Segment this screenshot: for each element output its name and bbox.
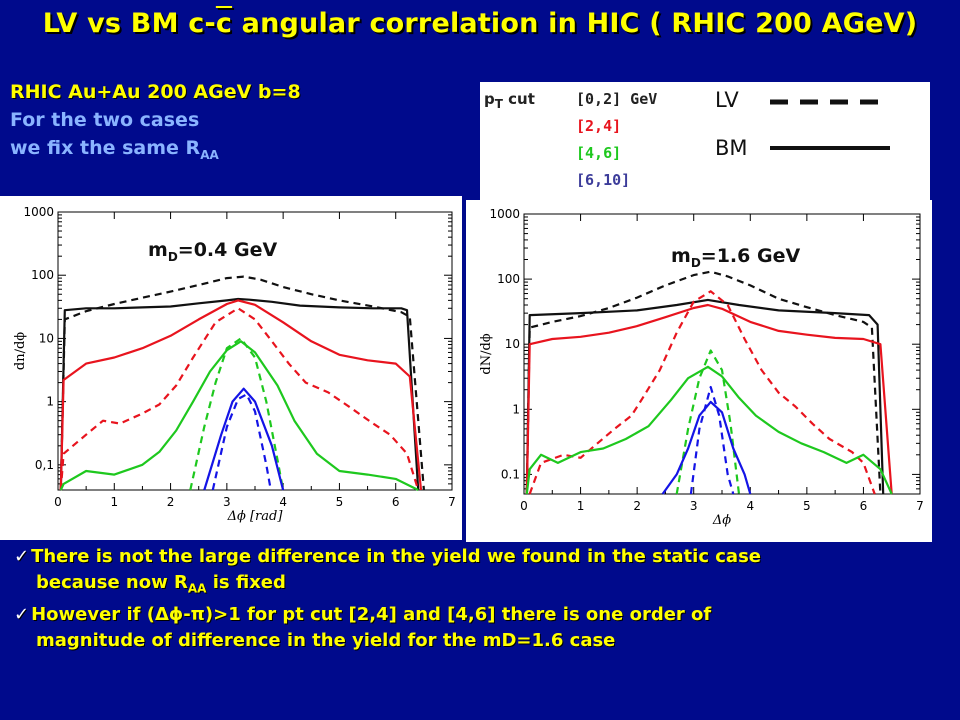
x-tick-label: 3: [690, 499, 698, 513]
x-tick-label: 1: [577, 499, 585, 513]
checkmark-icon: ✓: [14, 546, 30, 567]
series-lv-pt-0-2: [59, 275, 425, 491]
series-lv-pt-4-6: [675, 349, 741, 495]
chart-md-0.4: 0 1 2 3 4 5 6 7 1000 100 10 1 0,1 dn/dϕ Δϕ [rad] mD=0.4…: [13, 205, 456, 524]
annotation-m: m: [671, 245, 691, 267]
y-tick-label: 10: [505, 337, 520, 351]
legend-range-6-10: [6,10]: [576, 171, 631, 189]
y-tick-label: 1: [512, 402, 520, 416]
x-tick-label: 0: [520, 499, 528, 513]
y-tick-label: 100: [31, 268, 54, 282]
legend-pt-p: p: [484, 90, 495, 108]
title-post: angular correlation in HIC ( RHIC 200 AG…: [232, 8, 918, 39]
legend-range-2-4: [2,4]: [576, 117, 622, 135]
series-bm-pt-6-10: [661, 400, 752, 495]
legend-pt-sub: T: [494, 97, 503, 111]
title-pre: LV vs BM c-: [42, 8, 216, 39]
x-tick-label: 5: [336, 495, 344, 509]
y-tick-label: 1000: [489, 207, 520, 221]
series-bm-pt-6-10: [203, 387, 285, 491]
info-cases: For the two cases: [10, 109, 200, 131]
collision-info: RHIC Au+Au 200 AGeV b=8: [10, 81, 301, 103]
legend-bm-label: BM: [715, 136, 748, 160]
y-tick-label: 1: [46, 395, 54, 409]
chart-md-1.6: 0 1 2 3 4 5 6 7 1000 100 10 1 0.1 dN/dϕ Δϕ mD=1.6 GeV: [479, 207, 924, 528]
bullet-2-cont: magnitude of difference in the yield for…: [36, 629, 616, 651]
x-tick-label: 7: [448, 495, 456, 509]
annotation-sub: D: [691, 256, 701, 270]
info-block: RHIC Au+Au 200 AGeV b=8 For the two case…: [10, 78, 301, 169]
annotation-value: =1.6 GeV: [701, 245, 801, 267]
bullet-1-line2-pre: because now R: [36, 572, 188, 593]
x-tick-label: 2: [633, 499, 641, 513]
series-lv-pt-2-4: [59, 307, 420, 491]
legend-range-0-2: [0,2] GeV: [576, 90, 658, 108]
series-bm-pt-0-2: [525, 298, 885, 495]
legend-pt-suffix: cut: [502, 90, 535, 108]
series-lv-pt-4-6: [189, 337, 285, 491]
chart-panel-left: 0 1 2 3 4 5 6 7 1000 100 10 1 0,1 dn/dϕ Δϕ [rad] mD=0.4…: [0, 196, 462, 540]
bullet-1: ✓ There is not the large difference in th…: [14, 544, 761, 570]
info-raa-text: we fix the same R: [10, 137, 201, 159]
series-lv-pt-0-2: [525, 270, 882, 495]
y-tick-label: 0.1: [501, 467, 520, 481]
y-tick-label: 1000: [23, 205, 54, 219]
x-tick-label: 3: [223, 495, 231, 509]
annotation-m: m: [148, 239, 168, 261]
legend-line-samples: [770, 99, 890, 150]
x-axis-label: Δϕ: [712, 513, 731, 528]
y-tick-label: 10: [39, 331, 54, 345]
title-c-bar: c: [215, 8, 233, 39]
x-axis-label: Δϕ [rad]: [227, 509, 284, 524]
series-bm-pt-2-4: [59, 299, 423, 491]
bullet-1-cont: because now RAA is fixed: [14, 570, 761, 602]
x-tick-label: 6: [392, 495, 400, 509]
checkmark-icon: ✓: [14, 603, 30, 625]
y-axis-label: dN/dϕ: [479, 333, 494, 374]
mass-annotation: mD=0.4 GeV: [148, 239, 277, 264]
x-tick-label: 4: [746, 499, 754, 513]
series-lv-pt-6-10: [211, 393, 272, 491]
conclusions: ✓ There is not the large difference in th…: [14, 544, 761, 654]
annotation-value: =0.4 GeV: [178, 239, 278, 261]
y-tick-label: 0,1: [35, 458, 54, 472]
series-bm-pt-2-4: [525, 303, 893, 495]
info-raa: we fix the same RAA: [10, 134, 301, 169]
series-lv-pt-2-4: [528, 290, 876, 495]
bullet-2: ✓ However if (Δϕ-π)>1 for pt cut [2,4] an…: [14, 602, 761, 628]
mass-annotation: mD=1.6 GeV: [671, 245, 800, 270]
series-bm-pt-4-6: [525, 365, 893, 495]
y-tick-label: 100: [497, 272, 520, 286]
x-tick-label: 4: [279, 495, 287, 509]
bullet-1-line1: There is not the large difference in the…: [31, 546, 761, 567]
series-lv-pt-6-10: [689, 385, 735, 495]
y-axis-label: dn/dϕ: [13, 332, 28, 370]
legend-lv-label: LV: [715, 88, 739, 112]
slide-title: LV vs BM c-c angular correlation in HIC …: [0, 8, 960, 39]
x-tick-label: 7: [916, 499, 924, 513]
x-tick-label: 5: [803, 499, 811, 513]
x-tick-label: 6: [860, 499, 868, 513]
series-bm-pt-4-6: [59, 340, 419, 491]
x-tick-label: 1: [110, 495, 118, 509]
x-tick-label: 2: [167, 495, 175, 509]
bullet-2-line1: However if (Δϕ-π)>1 for pt cut [2,4] and…: [31, 603, 712, 625]
annotation-sub: D: [168, 250, 178, 264]
bullet-1-line2-sub: AA: [187, 581, 207, 596]
info-raa-sub: AA: [200, 147, 219, 162]
x-tick-label: 0: [54, 495, 62, 509]
legend-range-4-6: [4,6]: [576, 144, 622, 162]
legend-box: pT cut [0,2] GeV [2,4] [4,6] [6,10] LV B…: [480, 82, 930, 202]
bullet-1-line2-post: is fixed: [206, 572, 286, 593]
legend-pt-label: pT cut: [484, 90, 535, 111]
chart-panel-right: 0 1 2 3 4 5 6 7 1000 100 10 1 0.1 dN/dϕ Δϕ mD=1.6 GeV: [466, 200, 932, 542]
